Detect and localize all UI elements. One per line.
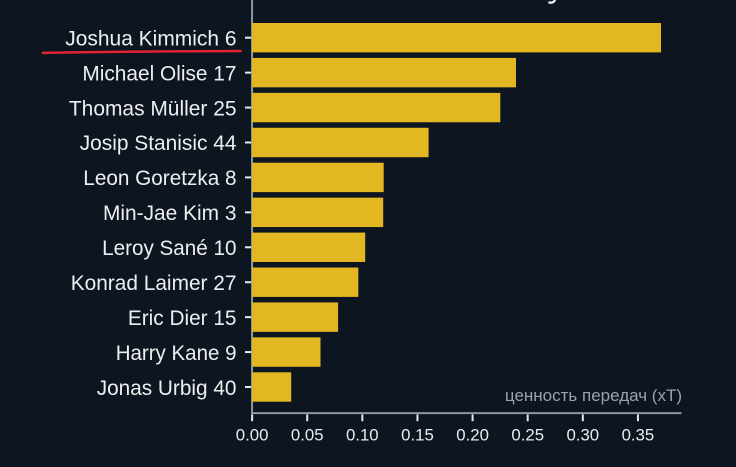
- svg-text:Leon Goretzka 8: Leon Goretzka 8: [83, 167, 236, 190]
- svg-text:0.20: 0.20: [456, 426, 489, 445]
- svg-text:Eric Dier 15: Eric Dier 15: [128, 307, 237, 330]
- svg-text:0.15: 0.15: [401, 426, 434, 445]
- svg-text:0.30: 0.30: [566, 426, 599, 445]
- svg-text:Michael Olise 17: Michael Olise 17: [82, 62, 236, 85]
- svg-text:Leroy Sané 10: Leroy Sané 10: [102, 237, 236, 260]
- svg-text:Min-Jae Kim 3: Min-Jae Kim 3: [103, 202, 237, 225]
- svg-text:Jonas Urbig 40: Jonas Urbig 40: [97, 377, 237, 400]
- svg-text:0.05: 0.05: [291, 426, 324, 445]
- svg-text:Harry Kane 9: Harry Kane 9: [116, 342, 237, 365]
- svg-text:0.35: 0.35: [622, 426, 655, 445]
- svg-text:0.00: 0.00: [236, 426, 269, 445]
- svg-text:Josip Stanisic 44: Josip Stanisic 44: [80, 132, 237, 155]
- svg-text:Thomas Müller 25: Thomas Müller 25: [69, 97, 237, 120]
- svg-text:Joshua Kimmich 6: Joshua Kimmich 6: [65, 28, 236, 51]
- svg-text:0.25: 0.25: [511, 426, 544, 445]
- svg-text:ценность передач (xT): ценность передач (xT): [505, 386, 682, 405]
- svg-text:0.10: 0.10: [346, 426, 379, 445]
- svg-text:Konrad Laimer 27: Konrad Laimer 27: [71, 272, 237, 295]
